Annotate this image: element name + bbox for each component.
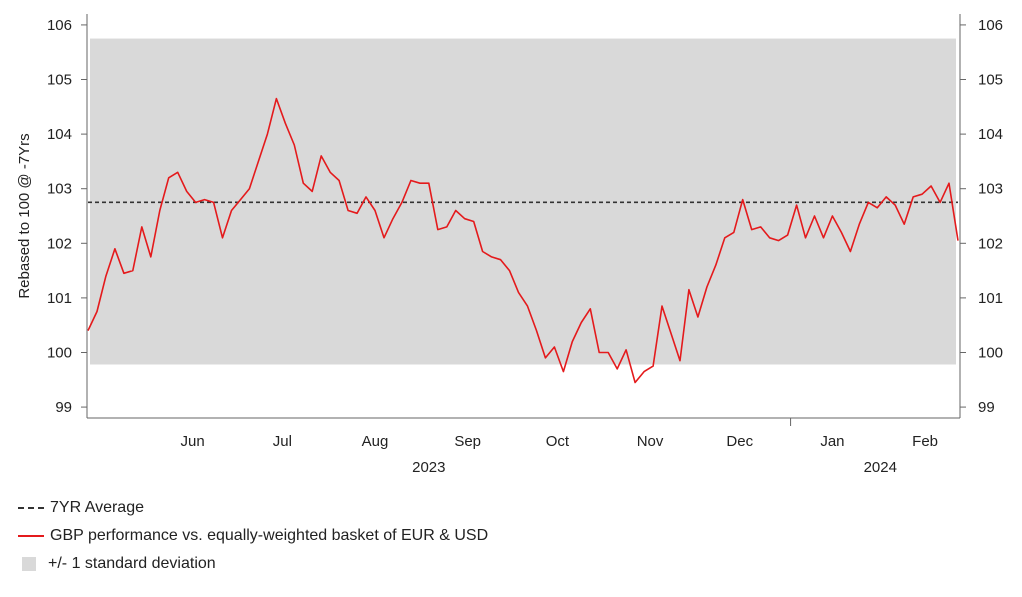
y-tick-label-right: 103 xyxy=(978,181,1003,198)
y-tick-label-right: 106 xyxy=(978,17,1003,34)
legend-label-average: 7YR Average xyxy=(50,499,144,516)
x-tick-label-feb: Feb xyxy=(912,433,938,450)
y-tick-label-right: 99 xyxy=(978,399,995,416)
legend-label-band: +/- 1 standard deviation xyxy=(48,555,216,572)
y-tick-label: 100 xyxy=(47,344,72,361)
x-tick-label-nov: Nov xyxy=(637,433,664,450)
y-tick-label: 103 xyxy=(47,181,72,198)
legend-item-average: 7YR Average xyxy=(18,494,488,522)
y-tick-label: 105 xyxy=(47,72,72,89)
legend: 7YR Average GBP performance vs. equally-… xyxy=(18,494,488,578)
y-tick-label-right: 105 xyxy=(978,72,1003,89)
x-year-label-2024: 2024 xyxy=(864,459,897,476)
legend-item-series: GBP performance vs. equally-weighted bas… xyxy=(18,522,488,550)
x-tick-label-jul: Jul xyxy=(273,433,292,450)
y-tick-label: 101 xyxy=(47,290,72,307)
y-tick-label: 106 xyxy=(47,17,72,34)
line-chart: 99 100 101 102 103 104 105 106 99 100 101 102 103 10… xyxy=(16,14,1003,476)
grey-box-swatch xyxy=(22,557,36,571)
gbp-performance-series-line xyxy=(87,97,959,384)
y-tick-label-right: 101 xyxy=(978,290,1003,307)
dashed-line-swatch xyxy=(18,507,44,509)
right-y-ticks: 99 100 101 102 103 104 105 106 xyxy=(960,17,1003,416)
y-tick-label: 104 xyxy=(47,126,72,143)
x-axis-ticks: Jun Jul Aug Sep Oct Nov Dec Jan Feb 2023 2024 xyxy=(181,418,938,476)
x-tick-label-sep: Sep xyxy=(454,433,481,450)
x-tick-label-dec: Dec xyxy=(726,433,753,450)
legend-label-series: GBP performance vs. equally-weighted bas… xyxy=(50,527,489,544)
left-y-ticks: 99 100 101 102 103 104 105 106 xyxy=(47,17,87,416)
x-year-label-2023: 2023 xyxy=(412,459,445,476)
x-tick-label-jan: Jan xyxy=(820,433,844,450)
std-dev-band xyxy=(90,38,956,365)
y-tick-label-right: 104 xyxy=(978,126,1003,143)
x-tick-label-jun: Jun xyxy=(181,433,205,450)
y-tick-label-right: 102 xyxy=(978,235,1003,252)
y-tick-label-right: 100 xyxy=(978,344,1003,361)
y-tick-label: 102 xyxy=(47,235,72,252)
legend-item-band: +/- 1 standard deviation xyxy=(18,550,488,578)
x-tick-label-aug: Aug xyxy=(362,433,389,450)
y-axis-label: Rebased to 100 @ -7Yrs xyxy=(16,133,33,298)
red-line-swatch xyxy=(18,535,44,537)
y-tick-label: 99 xyxy=(55,399,72,416)
x-tick-label-oct: Oct xyxy=(546,433,570,450)
